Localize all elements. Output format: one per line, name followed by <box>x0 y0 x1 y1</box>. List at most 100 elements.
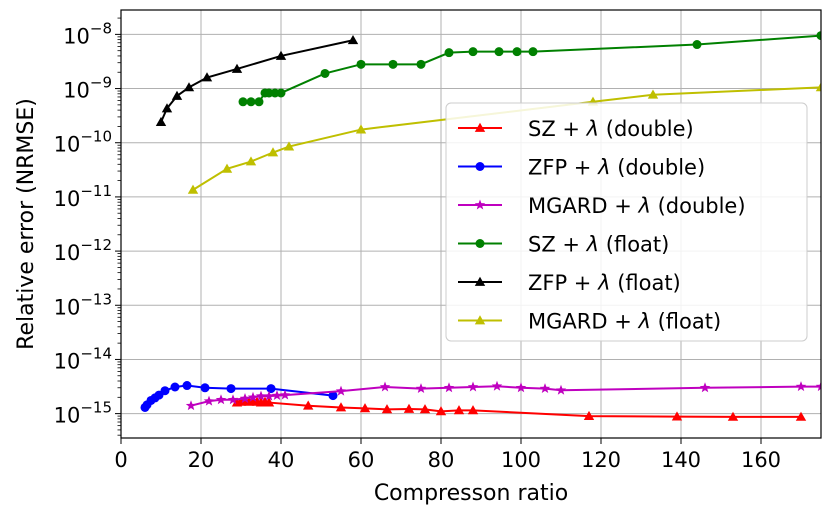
x-axis-title: Compresson ratio <box>374 481 568 506</box>
data-point <box>795 411 807 421</box>
data-point <box>444 48 454 58</box>
series-1 <box>140 381 338 412</box>
y-tick-label: 10−9 <box>63 74 112 103</box>
y-tick-label: 10−15 <box>54 399 112 428</box>
legend-item: MGARD + λ (float) <box>458 310 721 334</box>
data-point <box>238 97 248 107</box>
data-point <box>356 59 366 69</box>
data-point <box>201 72 213 82</box>
x-tick-label: 80 <box>428 448 455 472</box>
data-point <box>215 394 227 405</box>
data-point <box>231 63 243 73</box>
data-point <box>203 395 215 406</box>
data-point <box>381 404 393 414</box>
y-tick-label: 10−10 <box>54 128 112 157</box>
y-tick-label: 10−8 <box>63 19 112 48</box>
data-point <box>320 68 330 78</box>
series-layer <box>140 31 821 421</box>
data-point <box>247 391 259 402</box>
y-axis-ticks: 10−15 10−14 10−13 10−12 10−11 10−10 10−9 10−8 <box>54 17 121 436</box>
series-4 <box>155 35 359 127</box>
data-point <box>187 184 199 194</box>
legend: SZ + λ (double) ZFP + λ (double) MGARD + λ… <box>445 102 808 342</box>
data-point <box>468 47 478 57</box>
data-point <box>200 383 210 393</box>
data-point <box>727 411 739 421</box>
legend-label: MGARD + λ (double) <box>528 194 746 218</box>
data-point <box>416 59 426 69</box>
data-point <box>183 82 195 92</box>
series-2 <box>185 380 821 411</box>
data-point <box>692 40 702 50</box>
data-point <box>815 381 821 392</box>
data-point <box>276 88 286 98</box>
data-point <box>239 393 251 403</box>
series-3 <box>238 31 821 107</box>
x-tick-label: 100 <box>501 448 541 472</box>
data-point <box>815 82 821 92</box>
data-point <box>539 383 551 394</box>
y-tick-label: 10−11 <box>54 182 112 211</box>
data-point <box>170 382 180 392</box>
legend-box <box>445 102 808 342</box>
legend-item: SZ + λ (double) <box>458 117 694 141</box>
plot-frame <box>120 9 822 439</box>
data-point <box>491 380 503 391</box>
data-point <box>279 389 291 400</box>
data-point <box>435 406 447 416</box>
data-point <box>182 381 192 391</box>
x-tick-label: 0 <box>114 448 127 472</box>
data-point <box>275 50 287 60</box>
data-point <box>335 402 347 412</box>
data-point <box>494 47 504 57</box>
legend-item: ZFP + λ (float) <box>458 271 681 295</box>
x-tick-label: 160 <box>741 448 781 472</box>
y-axis-title: Relative error (NRMSE) <box>14 98 39 350</box>
data-point <box>699 382 711 393</box>
x-tick-label: 20 <box>188 448 215 472</box>
data-point <box>171 90 183 100</box>
legend-item: ZFP + λ (double) <box>458 156 705 180</box>
data-point <box>155 116 167 127</box>
legend-marker <box>474 199 486 210</box>
legend-item: SZ + λ (float) <box>458 233 669 257</box>
data-point <box>415 383 427 394</box>
x-tick-label: 140 <box>661 448 701 472</box>
data-point <box>221 163 233 173</box>
legend-label: SZ + λ (double) <box>528 117 694 141</box>
data-point <box>403 403 415 413</box>
data-point <box>263 390 275 401</box>
legend-marker <box>474 276 486 286</box>
data-point <box>647 89 659 99</box>
data-point <box>419 404 431 414</box>
data-point <box>388 59 398 69</box>
data-point <box>443 382 455 393</box>
data-point <box>453 405 465 415</box>
data-point <box>379 381 391 392</box>
data-point <box>467 405 479 415</box>
data-point <box>328 391 338 401</box>
data-point <box>303 400 314 410</box>
data-point <box>271 390 283 401</box>
data-point <box>160 386 170 396</box>
data-point <box>255 390 267 401</box>
data-point <box>254 97 264 107</box>
x-tick-label: 60 <box>348 448 375 472</box>
data-point <box>515 382 527 393</box>
data-point <box>816 31 821 41</box>
data-point <box>335 385 347 396</box>
data-point <box>555 384 567 395</box>
legend-label: ZFP + λ (float) <box>528 271 681 295</box>
data-point <box>245 156 257 166</box>
data-point <box>671 411 683 421</box>
legend-label: ZFP + λ (double) <box>528 156 705 180</box>
data-point <box>263 397 275 407</box>
x-tick-label: 120 <box>581 448 621 472</box>
x-tick-label: 40 <box>268 448 295 472</box>
series-line <box>236 400 801 418</box>
data-point <box>355 124 367 134</box>
data-point <box>227 394 239 405</box>
data-point <box>161 103 173 113</box>
data-point <box>267 147 279 157</box>
